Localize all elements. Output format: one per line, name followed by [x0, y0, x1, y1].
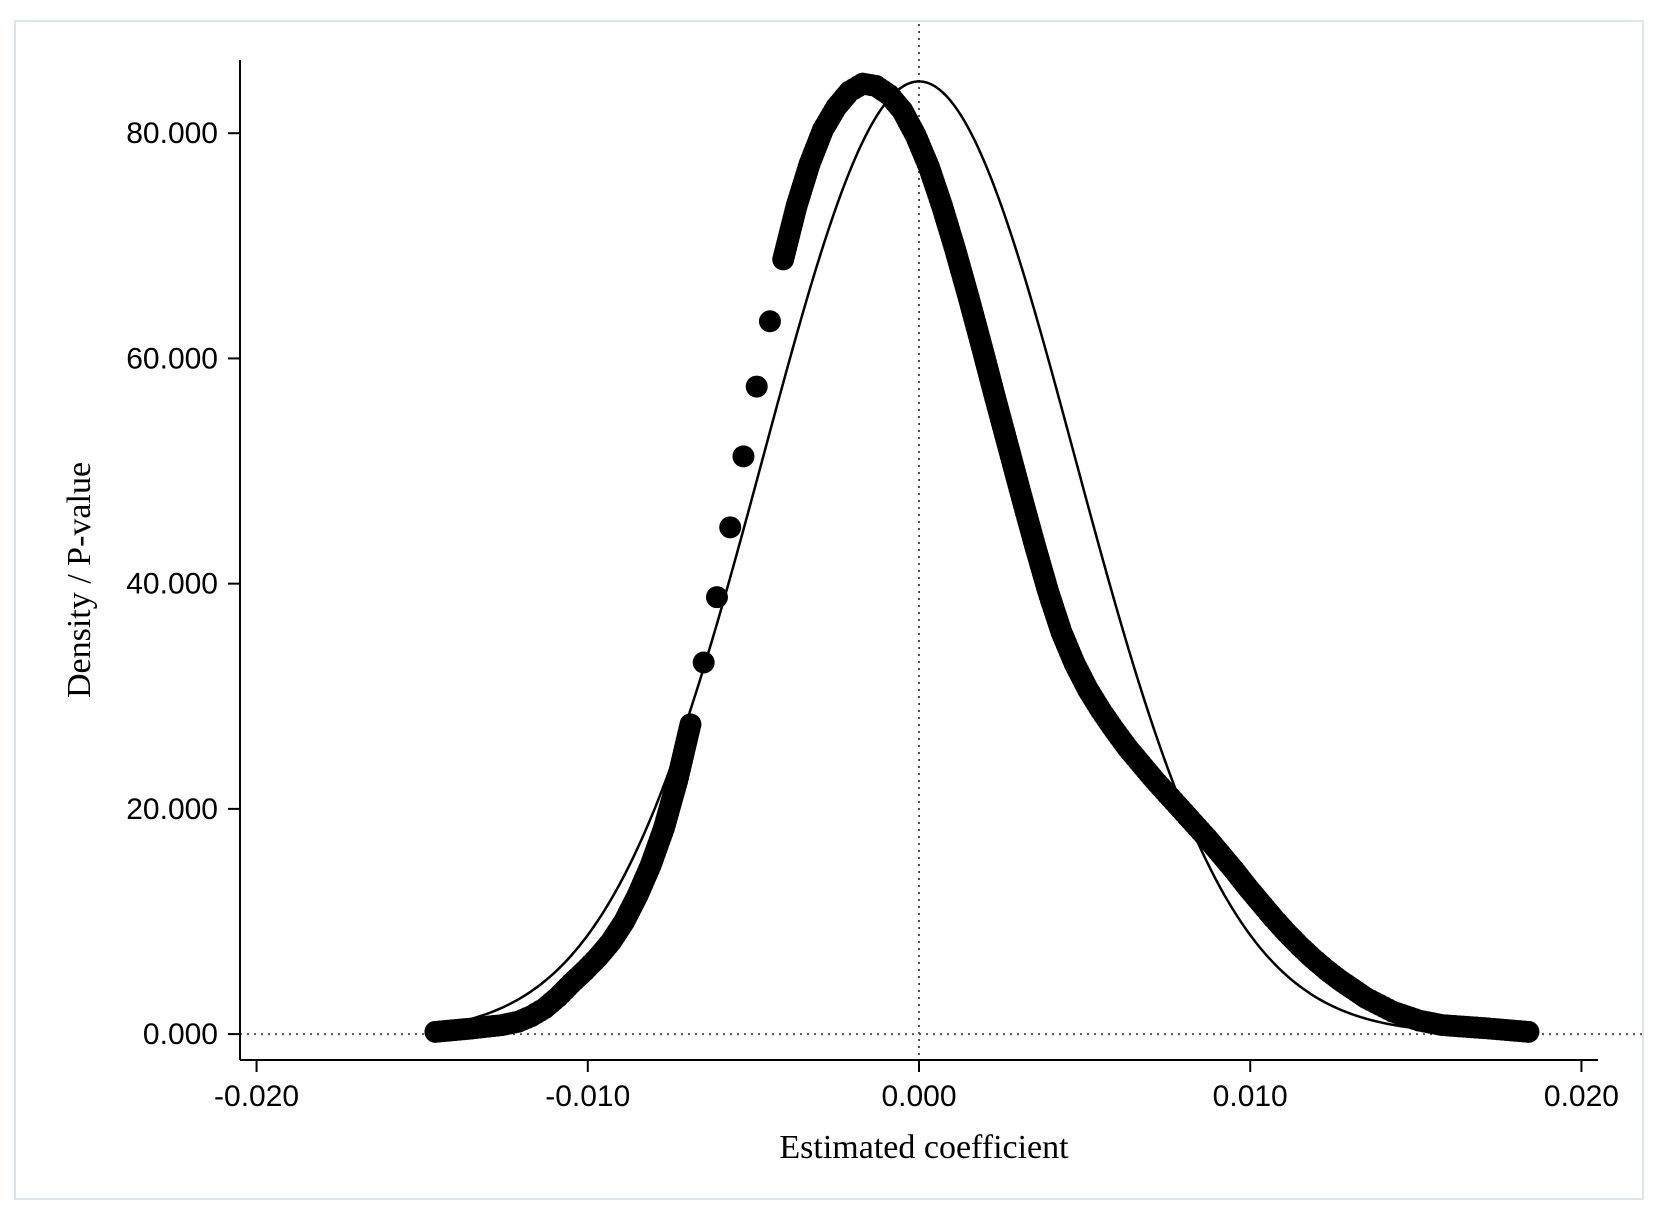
x-tick-label: 0.020: [1544, 1080, 1619, 1113]
normal-density-curve-group: [435, 80, 1532, 1035]
reference-lines: [240, 24, 1645, 1060]
estimate-point: [1517, 1020, 1540, 1043]
estimate-point: [745, 375, 768, 398]
y-tick-label: 80.000: [126, 117, 218, 150]
axes: [239, 60, 1598, 1061]
estimate-point: [732, 445, 755, 468]
y-tick-label: 20.000: [126, 793, 218, 826]
normal-density-curve: [435, 80, 1532, 1035]
x-axis-ticks: -0.020 -0.010 0.000 0.010 0.020: [214, 1060, 1619, 1113]
estimate-point: [758, 310, 781, 333]
y-axis-title: Density / P-value: [61, 462, 98, 698]
y-tick-label: 60.000: [126, 342, 218, 375]
estimate-point: [719, 516, 742, 539]
x-tick-label: -0.010: [545, 1080, 630, 1113]
x-tick-label: -0.020: [214, 1080, 299, 1113]
estimate-point: [692, 651, 715, 674]
estimate-points: [424, 72, 1540, 1043]
x-axis-title: Estimated coefficient: [779, 1129, 1069, 1166]
y-axis-ticks: 0.000 20.000 40.000 60.000 80.000: [126, 117, 240, 1051]
x-tick-label: 0.000: [881, 1080, 956, 1113]
y-tick-label: 0.000: [143, 1018, 218, 1051]
x-tick-label: 0.010: [1213, 1080, 1288, 1113]
y-tick-label: 40.000: [126, 568, 218, 601]
